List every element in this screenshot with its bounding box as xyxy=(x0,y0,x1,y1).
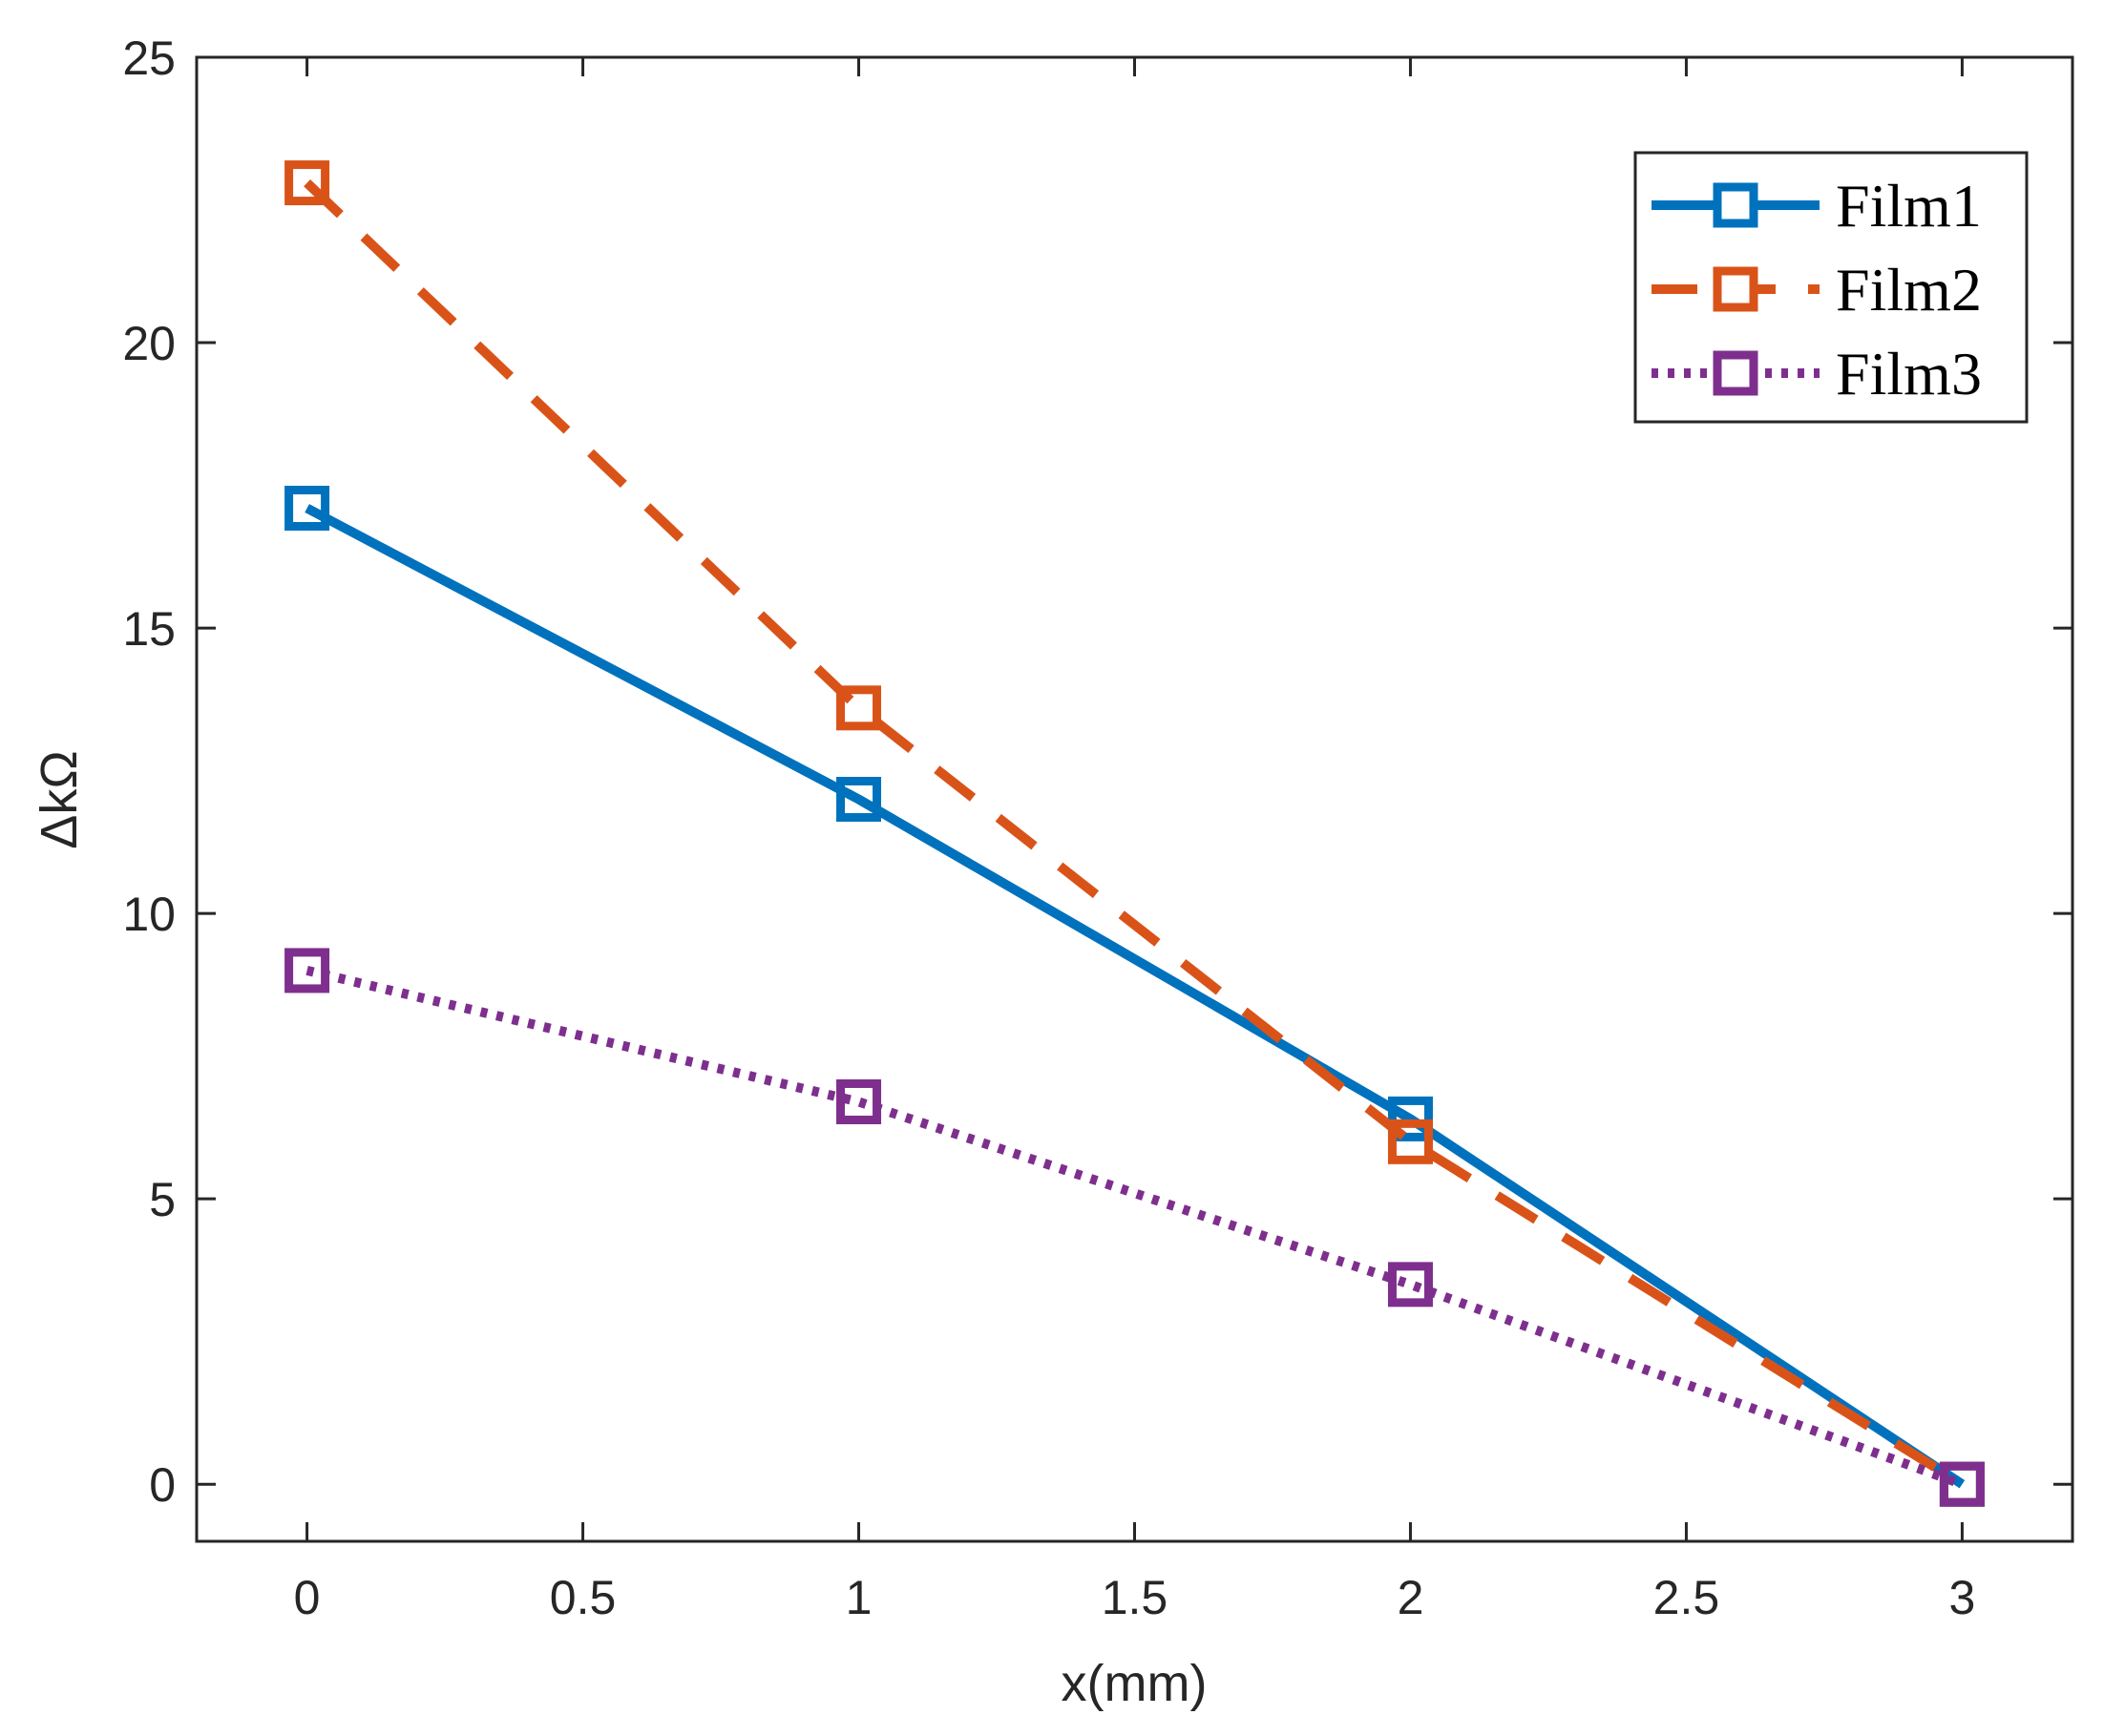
data-point xyxy=(284,160,330,206)
data-point xyxy=(836,777,882,822)
series-layer xyxy=(284,160,1985,1507)
legend-label: Film1 xyxy=(1836,172,1982,240)
legend-marker xyxy=(1713,350,1758,396)
y-tick-label: 5 xyxy=(149,1173,176,1226)
data-point xyxy=(1387,1119,1433,1164)
x-tick-label: 1.5 xyxy=(1102,1571,1168,1624)
data-point xyxy=(1387,1096,1433,1141)
tick-labels: 0 0.5 1 1.5 2 2.5 3 0 5 10 15 20 25 xyxy=(122,31,1975,1624)
data-point xyxy=(1387,1262,1433,1307)
y-tick-label: 10 xyxy=(122,888,176,941)
x-tick-label: 1 xyxy=(846,1571,873,1624)
legend-item-film2: Film2 xyxy=(1652,256,1982,324)
x-axis-label: x(mm) xyxy=(1062,1655,1208,1712)
x-tick-label: 0.5 xyxy=(550,1571,617,1624)
x-tick-label: 3 xyxy=(1949,1571,1976,1624)
x-tick-label: 0 xyxy=(294,1571,321,1624)
data-point xyxy=(284,948,330,993)
legend: Film1 Film2 Film3 xyxy=(1633,151,2029,424)
legend-marker xyxy=(1713,266,1758,312)
legend-label: Film3 xyxy=(1836,340,1982,408)
data-point xyxy=(1939,1461,1985,1507)
legend-marker xyxy=(1713,182,1758,228)
y-tick-label: 25 xyxy=(122,31,176,85)
series-film3 xyxy=(284,948,1985,1507)
series-line xyxy=(305,504,1966,1489)
legend-label: Film2 xyxy=(1836,256,1982,324)
legend-item-film1: Film1 xyxy=(1652,172,1982,240)
legend-item-film3: Film3 xyxy=(1652,340,1982,408)
y-tick-label: 0 xyxy=(149,1458,176,1512)
y-axis-label: ΔkΩ xyxy=(31,750,88,848)
axes-box xyxy=(195,55,2074,1543)
data-point xyxy=(836,685,882,731)
series-line xyxy=(304,178,1966,1489)
x-tick-label: 2.5 xyxy=(1653,1571,1720,1624)
y-tick-label: 20 xyxy=(122,317,176,370)
data-point xyxy=(836,1078,882,1124)
y-tick-label: 15 xyxy=(122,602,176,656)
x-tick-label: 2 xyxy=(1398,1571,1424,1624)
data-point xyxy=(284,485,330,531)
